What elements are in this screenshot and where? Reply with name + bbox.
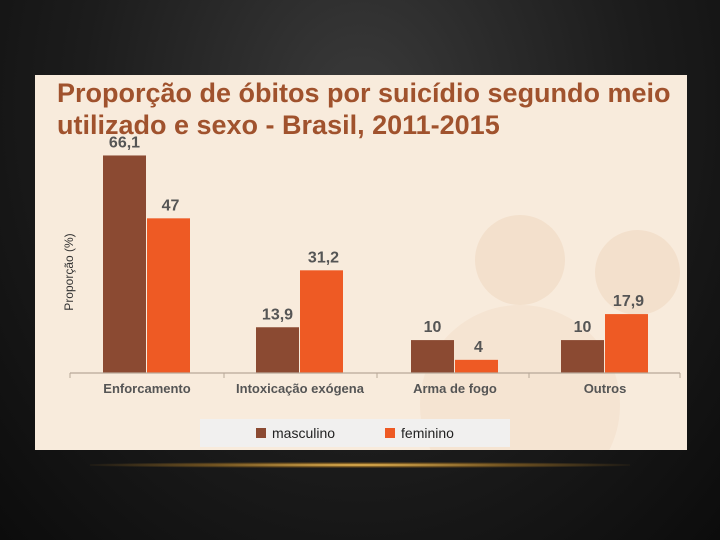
value-labels-group: 66,1 47 13,9 31,2 10 4 10 17,9 (109, 134, 644, 355)
bar-masculino-1 (256, 327, 299, 373)
value-label-feminino-3: 17,9 (613, 293, 644, 310)
value-label-masculino-1: 13,9 (262, 306, 293, 323)
legend-label-masculino: masculino (272, 425, 336, 441)
category-labels-group: Enforcamento Intoxicação exógena Arma de f… (103, 381, 626, 396)
legend-swatch-feminino (385, 428, 396, 438)
bar-feminino-2 (455, 359, 498, 373)
y-axis-label: Proporção (%) (62, 233, 76, 310)
slide-panel: Proporção de óbitos por suicídio segundo… (35, 75, 687, 450)
category-label-2: Arma de fogo (413, 381, 497, 396)
decorative-glow-line (90, 462, 630, 468)
value-label-feminino-0: 47 (162, 197, 180, 214)
value-label-masculino-2: 10 (424, 319, 442, 336)
bars-group (103, 155, 648, 373)
decorative-circle (475, 215, 565, 305)
category-label-3: Outros (584, 381, 627, 396)
legend-label-feminino: feminino (401, 425, 454, 441)
chart-title: Proporção de óbitos por suicídio segundo… (57, 78, 671, 140)
category-label-1: Intoxicação exógena (236, 381, 365, 396)
bar-chart: Proporção (%) 66,1 47 13,9 31,2 10 4 10 17,9 En… (62, 134, 681, 396)
bar-feminino-3 (605, 314, 648, 373)
category-label-0: Enforcamento (103, 381, 190, 396)
bar-masculino-3 (561, 340, 604, 373)
bar-feminino-0 (147, 218, 190, 373)
legend: masculino feminino (200, 419, 510, 447)
legend-swatch-masculino (256, 428, 267, 438)
value-label-feminino-1: 31,2 (308, 249, 339, 266)
decorative-circle (595, 230, 680, 315)
bar-masculino-0 (103, 155, 146, 373)
value-label-masculino-0: 66,1 (109, 134, 140, 151)
x-ticks-group (69, 373, 681, 378)
legend-item-masculino: masculino (256, 425, 335, 441)
value-label-masculino-3: 10 (574, 319, 592, 336)
y-axis-label-group: Proporção (%) (62, 233, 76, 310)
value-label-feminino-2: 4 (474, 339, 483, 356)
bar-feminino-1 (300, 270, 343, 373)
legend-item-feminino: feminino (385, 425, 454, 441)
bar-masculino-2 (411, 340, 454, 373)
